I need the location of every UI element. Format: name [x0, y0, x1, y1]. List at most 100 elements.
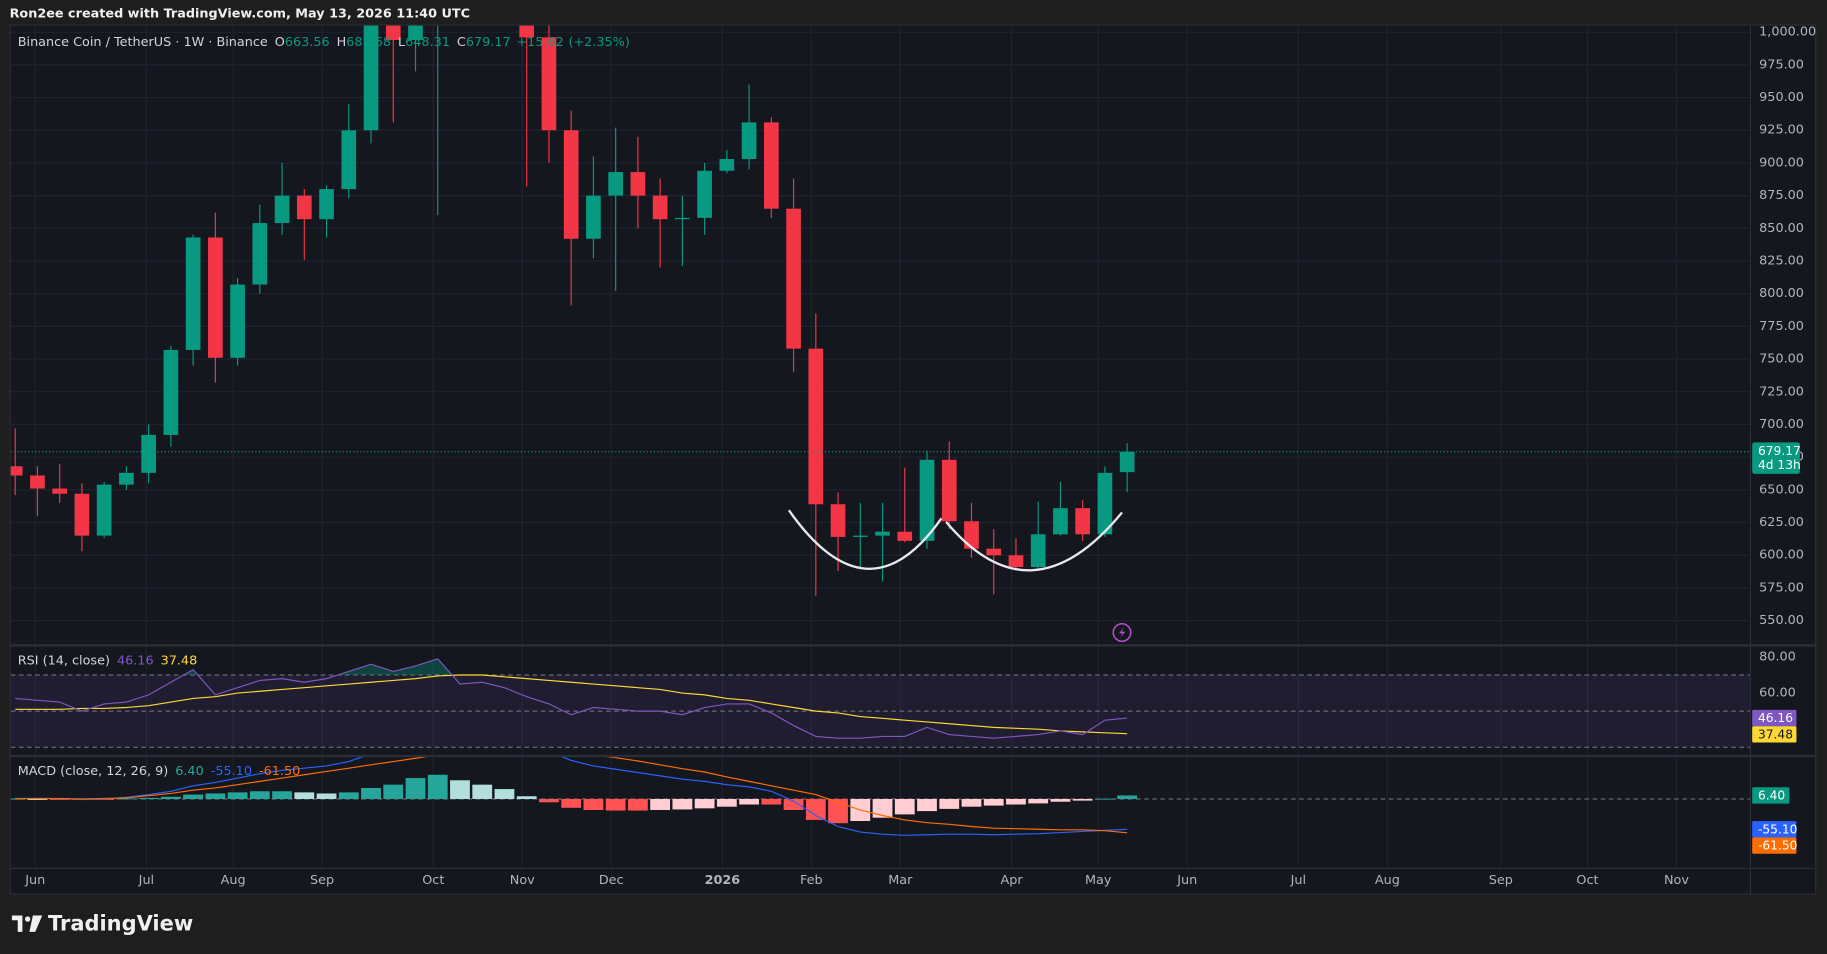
candle-body [808, 348, 824, 505]
candle-body [30, 475, 45, 489]
pane [10, 757, 1750, 836]
y-tick-label: 900.00 [1759, 155, 1804, 170]
legend: MACD (close, 12, 26, 9) 6.40 -55.10 -61.50 [18, 764, 300, 779]
x-tick-label: Jul [1290, 873, 1306, 888]
candle-body [652, 195, 668, 220]
y-tick-label: 750.00 [1759, 352, 1804, 367]
histogram-bar [294, 792, 315, 799]
candle-body [675, 217, 690, 220]
y-tick-label: 925.00 [1759, 123, 1804, 138]
y-tick-label: 975.00 [1759, 57, 1804, 72]
histogram-bar [783, 798, 804, 810]
y-tick-label: 825.00 [1759, 254, 1804, 269]
histogram-bar [939, 798, 960, 809]
pane [10, 25, 1750, 596]
histogram-bar [605, 798, 626, 811]
cup-drawing [787, 509, 943, 570]
x-tick-label: Nov [1664, 873, 1689, 888]
histogram-bar [983, 798, 1004, 806]
brand-logo: TradingView [11, 911, 193, 935]
y-tick-label: 550.00 [1759, 613, 1804, 628]
candle-body [1053, 508, 1068, 535]
legend-value: -61.50 [259, 764, 300, 779]
candle-body [119, 472, 134, 485]
macd-line [15, 757, 1128, 834]
candle-body [630, 172, 646, 196]
histogram-bar [1050, 798, 1071, 802]
candle-body [296, 195, 312, 220]
candle-body [786, 208, 801, 349]
x-tick-label: Feb [800, 873, 823, 888]
macd-value-label-bg [1752, 821, 1797, 838]
indicator-title: MACD (close, 12, 26, 9) [18, 764, 168, 779]
macd-value-label: -55.10 [1758, 822, 1797, 836]
histogram-bar [694, 798, 715, 809]
candle-body [875, 531, 890, 536]
histogram-bar [761, 798, 782, 805]
x-tick-label: Mar [888, 873, 913, 888]
rsi-value-label: 46.16 [1758, 711, 1793, 725]
y-tick-label: 725.00 [1759, 384, 1804, 399]
candle-body [385, 25, 401, 41]
histogram-bar [472, 784, 493, 799]
logo-mark [29, 915, 43, 932]
ohlc-prefix: H [337, 34, 347, 49]
legend: Binance Coin / TetherUS · 1W · Binance O6… [18, 34, 630, 49]
x-tick-label: Aug [1375, 873, 1400, 888]
histogram-bar [739, 798, 759, 805]
alert-icon[interactable] [1112, 623, 1132, 642]
countdown-label: 4d 13h [1758, 458, 1801, 472]
logo-mark [11, 915, 23, 932]
candle-body [541, 37, 557, 131]
ohlc-prefix: L [398, 34, 406, 49]
y-tick-label: 875.00 [1759, 188, 1804, 203]
histogram-bar [805, 798, 826, 820]
histogram-bar [383, 784, 404, 799]
x-tick-label: May [1085, 873, 1112, 888]
x-tick-label: Sep [310, 873, 334, 888]
histogram-bar [1095, 798, 1115, 800]
candle-body [519, 25, 535, 38]
y-tick-label: 575.00 [1759, 580, 1804, 595]
y-tick-label: 700.00 [1759, 417, 1804, 432]
candle-body [919, 459, 935, 541]
y-tick-label: 850.00 [1759, 221, 1804, 236]
candle-body [141, 434, 156, 473]
chart-frame [9, 24, 1817, 895]
x-tick-label: 2026 [705, 873, 741, 888]
last-price-bg [1752, 442, 1800, 474]
histogram-bar [1006, 798, 1026, 805]
macd-line [15, 757, 1128, 836]
ohlc-prefix: O [275, 34, 285, 49]
macd-value-label-bg [1752, 787, 1790, 804]
candle-body [230, 284, 245, 358]
y-tick-label: 1,000.00 [1759, 25, 1816, 40]
candle-body [341, 130, 357, 190]
x-tick-label: Jul [138, 873, 154, 888]
pane [10, 658, 1750, 748]
histogram-bar [1072, 798, 1093, 801]
y-tick-label: 600.00 [1759, 548, 1804, 563]
legend-value: 37.48 [161, 653, 198, 668]
x-tick-label: Jun [24, 873, 45, 888]
histogram-bar [872, 798, 893, 818]
rsi-line [15, 658, 1128, 739]
legend-value: 6.40 [175, 764, 204, 779]
candle-body [852, 535, 868, 537]
histogram-bar [338, 792, 359, 799]
candle-body [274, 195, 290, 224]
cup-drawing [945, 511, 1123, 572]
histogram-bar [561, 798, 582, 808]
rsi-line [15, 674, 1128, 735]
histogram-bar [27, 798, 48, 800]
candle-body [586, 195, 601, 239]
candle-body [697, 170, 712, 218]
macd-value-label: 6.40 [1758, 789, 1785, 803]
candle-body [96, 484, 112, 536]
rsi-value-label: 37.48 [1758, 727, 1793, 741]
histogram-bar [160, 796, 181, 799]
ohlc-value: 663.56 [285, 34, 330, 49]
x-tick-label: Jun [1176, 873, 1197, 888]
change-label: +15.62 [516, 34, 563, 49]
y-tick-label: 800.00 [1759, 286, 1804, 301]
